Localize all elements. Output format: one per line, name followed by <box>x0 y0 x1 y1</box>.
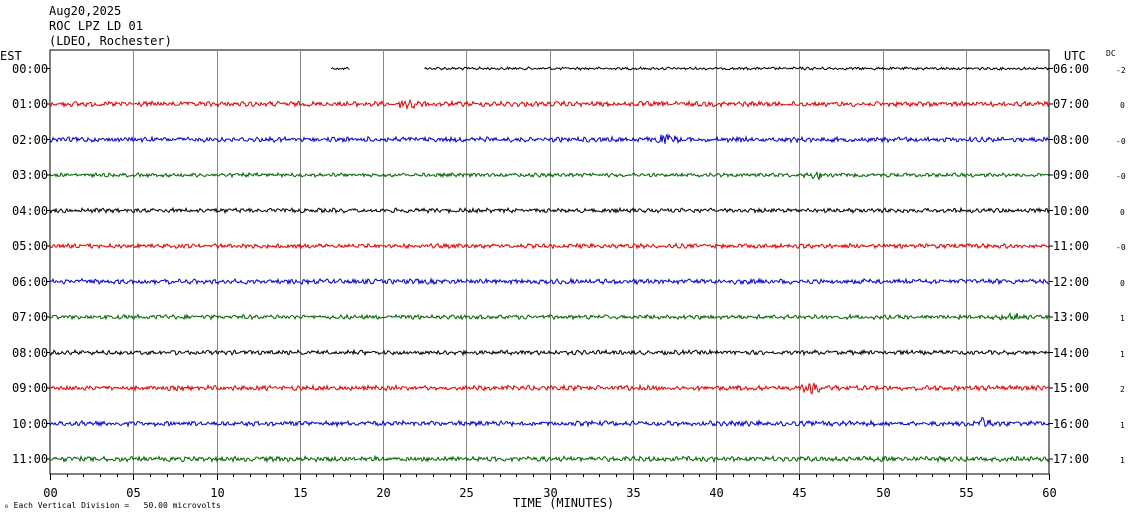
row-dc-offset: 1 <box>1120 456 1125 465</box>
header-station: ROC LPZ LD 01 <box>49 19 143 33</box>
row-label-utc: 08:00 <box>1053 132 1090 147</box>
row-dc-offset: 1 <box>1120 420 1125 430</box>
x-tick-label: 40 <box>709 486 723 500</box>
x-tick-label: 60 <box>1042 486 1056 500</box>
x-tick-label: 30 <box>543 486 557 500</box>
scale-footnote: ₀ Each Vertical Division = 50.00 microvo… <box>4 501 221 510</box>
trace-row <box>424 66 1050 71</box>
row-dc-offset: -0 <box>1116 136 1126 146</box>
x-tick-label: 50 <box>876 486 890 500</box>
row-label-utc: 06:00 <box>1053 61 1090 76</box>
trace-row <box>331 66 350 71</box>
trace-row <box>49 133 1050 145</box>
row-label-est: 11:00 <box>12 452 49 466</box>
row-label-est: 04:00 <box>12 203 49 218</box>
row-label-est: 03:00 <box>12 168 49 182</box>
trace-row <box>49 382 1050 395</box>
row-dc-offset: -0 <box>1116 172 1126 181</box>
row-dc-offset: -2 <box>1116 65 1126 75</box>
row-dc-offset: 0 <box>1120 207 1125 217</box>
right-timezone-label: UTC <box>1064 49 1086 63</box>
row-dc-offset: 1 <box>1120 349 1125 359</box>
row-label-utc: 11:00 <box>1053 239 1090 253</box>
x-tick-label: 25 <box>459 486 473 500</box>
trace-row <box>49 312 1050 321</box>
row-label-utc: 12:00 <box>1053 274 1090 289</box>
x-tick-label: 10 <box>210 486 224 500</box>
x-tick-label: 20 <box>376 486 390 500</box>
row-label-est: 08:00 <box>12 345 49 360</box>
row-label-est: 01:00 <box>12 97 49 111</box>
row-label-utc: 15:00 <box>1053 381 1090 395</box>
row-dc-offset: -0 <box>1116 243 1126 252</box>
x-tick-label: 00 <box>43 486 57 500</box>
trace-row <box>49 417 1050 429</box>
row-dc-offset: 0 <box>1120 101 1125 110</box>
dc-column-header: DC <box>1106 49 1116 58</box>
row-label-utc: 10:00 <box>1053 203 1090 218</box>
x-tick-label: 35 <box>626 486 640 500</box>
row-label-utc: 07:00 <box>1053 97 1090 111</box>
row-label-est: 00:00 <box>12 61 49 76</box>
left-timezone-label: EST <box>0 49 22 63</box>
header-date: Aug20,2025 <box>49 4 122 18</box>
row-label-est: 09:00 <box>12 381 49 395</box>
trace-row <box>49 242 1050 250</box>
x-axis-title: TIME (MINUTES) <box>513 496 615 510</box>
row-dc-offset: 2 <box>1120 385 1125 394</box>
row-label-est: 02:00 <box>12 132 49 147</box>
row-label-utc: 17:00 <box>1053 452 1090 466</box>
plot-frame <box>49 49 1050 475</box>
header-location: (LDEO, Rochester) <box>49 34 172 48</box>
row-label-utc: 13:00 <box>1053 310 1090 324</box>
trace-row <box>49 170 1050 181</box>
row-label-utc: 14:00 <box>1053 345 1090 360</box>
row-label-est: 07:00 <box>12 310 49 324</box>
trace-row <box>49 206 1050 215</box>
row-label-est: 10:00 <box>12 416 49 431</box>
x-tick-label: 05 <box>126 486 140 500</box>
row-label-utc: 16:00 <box>1053 416 1090 431</box>
trace-row <box>49 454 1050 464</box>
row-label-utc: 09:00 <box>1053 168 1090 182</box>
row-label-est: 06:00 <box>12 274 49 289</box>
row-dc-offset: 1 <box>1120 314 1125 323</box>
trace-row <box>49 348 1050 357</box>
row-dc-offset: 0 <box>1120 278 1125 288</box>
x-tick-label: 15 <box>293 486 307 500</box>
trace-row <box>49 98 1050 111</box>
row-label-est: 05:00 <box>12 239 49 253</box>
trace-row <box>49 276 1050 286</box>
x-tick-label: 45 <box>792 486 806 500</box>
x-tick-label: 55 <box>959 486 973 500</box>
